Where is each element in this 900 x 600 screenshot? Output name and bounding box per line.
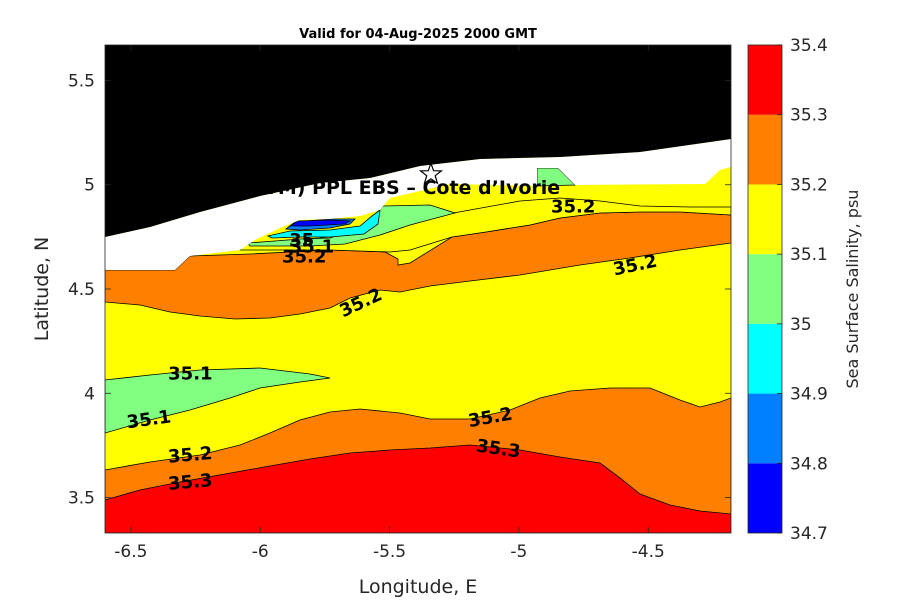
y-tick-label: 3.5 <box>68 489 95 509</box>
region-35.3-35.4 <box>105 444 731 533</box>
region-35.0-35.1-coastal <box>247 204 457 247</box>
site-star-icon <box>418 161 444 185</box>
colorbar-frame <box>747 44 783 534</box>
region-35.0-35.1-west <box>105 367 331 434</box>
y-tick-label: 5.5 <box>68 71 95 91</box>
x-tick-label: -6.5 <box>114 542 147 562</box>
contour-label: 35.1 <box>168 364 212 385</box>
x-tick-label: -4.5 <box>632 542 665 562</box>
colorbar-swatch <box>748 393 782 464</box>
x-axis-ticks: -6.5 -6 -5.5 -5 -4.5 <box>114 45 665 562</box>
colorbar: 34.7 34.8 34.9 35 35.1 35.2 35.3 35.4 <box>747 36 828 544</box>
site-annotation: PPA (ONHYM) PPL EBS – Cote d’Ivorie <box>160 177 560 199</box>
colorbar-tick-label: 35.1 <box>790 245 828 265</box>
colorbar-swatch <box>748 114 782 185</box>
y-axis-label: Latitude, N <box>31 237 53 342</box>
colorbar-tick-label: 34.8 <box>790 454 828 474</box>
contour-label: 35.2 <box>551 197 595 218</box>
x-tick-label: -5 <box>510 542 527 562</box>
colorbar-swatch <box>748 254 782 324</box>
colorbar-label: Sea Surface Salinity, psu <box>843 190 862 389</box>
x-tick-label: -6 <box>252 542 269 562</box>
y-tick-label: 4.5 <box>68 280 95 300</box>
colorbar-tick-label: 35.4 <box>790 36 828 56</box>
colorbar-tick-label: 34.9 <box>790 385 828 405</box>
contour-label: 35.2 <box>167 443 213 468</box>
contour-plot-area: 35.135.135.235.335.235.13535.235.235.235… <box>105 45 731 533</box>
colorbar-swatch <box>748 463 782 533</box>
x-axis-label: Longitude, E <box>359 576 478 598</box>
no-data-nearshore <box>105 139 731 270</box>
y-axis-ticks: 3.5 4 4.5 5 5.5 <box>68 71 731 509</box>
contour-label: 35.3 <box>167 470 213 495</box>
x-tick-label: -5.5 <box>373 542 406 562</box>
y-tick-label: 5 <box>84 176 95 196</box>
contour-label: 35 <box>289 230 314 251</box>
region-34.9-35.0 <box>266 209 381 239</box>
chart-title: Valid for 04-Aug-2025 2000 GMT <box>299 27 537 42</box>
region-35.2-35.3-north <box>105 211 731 320</box>
colorbar-swatch <box>748 184 782 255</box>
land-mass <box>105 45 731 237</box>
colorbar-swatch <box>748 323 782 394</box>
contour-label: 35.2 <box>282 247 326 268</box>
contour-label: 35.1 <box>290 236 334 257</box>
colorbar-swatch <box>748 45 782 115</box>
colorbar-tick-label: 35 <box>790 315 812 335</box>
y-tick-label: 4 <box>84 384 95 404</box>
colorbar-tick-label: 35.2 <box>790 175 828 195</box>
region-34.7-34.8 <box>288 219 352 227</box>
colorbar-tick-label: 35.3 <box>790 106 828 126</box>
colorbar-tick-label: 34.7 <box>790 524 828 544</box>
